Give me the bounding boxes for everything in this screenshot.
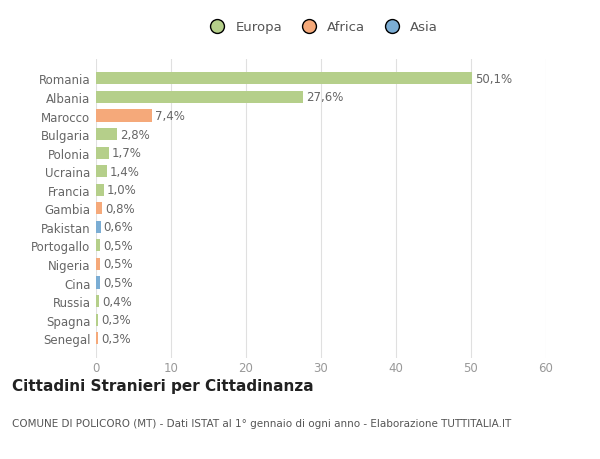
Text: 0,5%: 0,5% xyxy=(103,240,133,252)
Text: 50,1%: 50,1% xyxy=(475,73,512,86)
Text: COMUNE DI POLICORO (MT) - Dati ISTAT al 1° gennaio di ogni anno - Elaborazione T: COMUNE DI POLICORO (MT) - Dati ISTAT al … xyxy=(12,418,511,428)
Bar xyxy=(96,166,107,178)
Text: 0,6%: 0,6% xyxy=(104,221,133,234)
Bar xyxy=(96,332,98,344)
Text: 0,3%: 0,3% xyxy=(101,313,131,326)
Bar xyxy=(96,147,109,159)
Text: 0,5%: 0,5% xyxy=(103,276,133,289)
Text: 0,4%: 0,4% xyxy=(102,295,132,308)
Bar xyxy=(96,203,102,215)
Bar xyxy=(96,73,472,85)
Bar xyxy=(96,129,117,141)
Text: 1,7%: 1,7% xyxy=(112,147,142,160)
Bar xyxy=(96,314,98,326)
Bar xyxy=(96,296,99,308)
Text: 1,0%: 1,0% xyxy=(107,184,136,197)
Bar xyxy=(96,240,100,252)
Bar xyxy=(96,221,101,233)
Text: 0,8%: 0,8% xyxy=(105,202,134,215)
Bar xyxy=(96,258,100,270)
Bar xyxy=(96,277,100,289)
Bar xyxy=(96,110,151,122)
Text: 7,4%: 7,4% xyxy=(155,110,184,123)
Text: 27,6%: 27,6% xyxy=(306,91,343,104)
Text: 0,3%: 0,3% xyxy=(101,332,131,345)
Text: 2,8%: 2,8% xyxy=(120,129,150,141)
Text: 0,5%: 0,5% xyxy=(103,258,133,271)
Legend: Europa, Africa, Asia: Europa, Africa, Asia xyxy=(201,18,441,37)
Text: 1,4%: 1,4% xyxy=(110,165,139,178)
Text: Cittadini Stranieri per Cittadinanza: Cittadini Stranieri per Cittadinanza xyxy=(12,379,314,394)
Bar xyxy=(96,185,104,196)
Bar xyxy=(96,92,303,104)
